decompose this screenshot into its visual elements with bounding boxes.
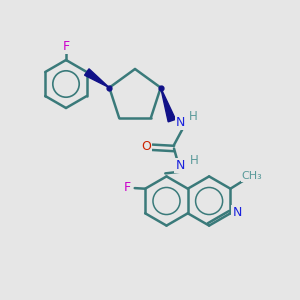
Text: H: H — [190, 154, 199, 167]
Text: N: N — [175, 159, 185, 172]
Text: O: O — [141, 140, 151, 153]
Text: N: N — [176, 116, 186, 129]
Text: H: H — [189, 110, 198, 124]
Polygon shape — [85, 69, 109, 88]
Text: F: F — [62, 40, 70, 53]
Text: CH₃: CH₃ — [242, 171, 262, 181]
Text: N: N — [232, 206, 242, 219]
Polygon shape — [161, 88, 176, 122]
Text: F: F — [124, 181, 131, 194]
